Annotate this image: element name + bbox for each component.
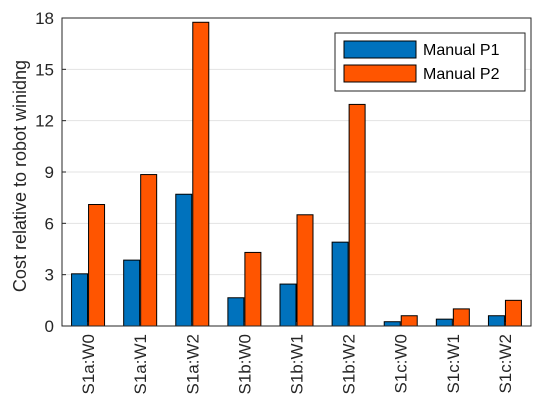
bar-manual-p2-s1a-w2: [192, 21, 210, 327]
bar-manual-p2-s1b-w2: [348, 103, 366, 327]
x-tick-label: S1a:W0: [79, 334, 98, 394]
y-tick-label: 12: [35, 112, 54, 131]
bars: [71, 21, 522, 327]
legend-label-manual-p2: Manual P2: [423, 66, 500, 83]
bar-manual-p1-s1c-w0: [383, 321, 401, 327]
bar-manual-p2-s1c-w0: [400, 315, 418, 327]
bar-manual-p2-s1a-w0: [88, 204, 106, 327]
x-tick-label: S1b:W0: [235, 334, 254, 394]
x-tick-label: S1b:W1: [288, 334, 307, 394]
bar-manual-p1-s1a-w1: [123, 259, 141, 327]
legend: Manual P1 Manual P2: [334, 32, 526, 92]
bar-manual-p1-s1b-w2: [331, 241, 349, 327]
legend-swatch-manual-p1: [343, 40, 417, 59]
y-tick-label: 18: [35, 9, 54, 28]
y-tick-label: 9: [45, 163, 54, 182]
x-tick-labels: S1a:W0 S1a:W1 S1a:W2 S1b:W0 S1b:W1 S1b:W2 S1c:…: [79, 322, 515, 394]
y-tick-label: 0: [45, 317, 54, 336]
x-tick-label: S1a:W1: [131, 334, 150, 394]
legend-swatch-manual-p2: [343, 64, 417, 83]
x-tick-label: S1b:W2: [340, 334, 359, 394]
bar-manual-p2-s1c-w1: [452, 308, 470, 327]
bar-manual-p2-s1b-w0: [244, 251, 262, 327]
bar-manual-p2-s1a-w1: [140, 174, 158, 327]
y-tick-label: 15: [35, 60, 54, 79]
y-axis-label: Cost relative to robot winidng: [10, 60, 30, 292]
y-tick-labels: 0 3 6 9 12 15 18: [35, 9, 66, 336]
x-tick-label: S1c:W1: [444, 334, 463, 394]
legend-label-manual-p1: Manual P1: [423, 42, 500, 59]
bar-manual-p2-s1b-w1: [296, 214, 314, 327]
bar-manual-p1-s1a-w2: [175, 193, 193, 327]
bar-manual-p1-s1a-w0: [71, 273, 89, 327]
x-tick-label: S1a:W2: [183, 334, 202, 394]
y-tick-label: 6: [45, 214, 54, 233]
y-tick-label: 3: [45, 266, 54, 285]
x-tick-label: S1c:W2: [496, 334, 515, 394]
bar-manual-p1-s1b-w1: [279, 283, 297, 327]
x-tick-label: S1c:W0: [392, 334, 411, 394]
bar-manual-p1-s1b-w0: [227, 297, 245, 327]
bar-manual-p1-s1c-w1: [435, 318, 453, 327]
bar-manual-p2-s1c-w2: [504, 299, 522, 327]
bar-manual-p1-s1c-w2: [487, 315, 505, 327]
